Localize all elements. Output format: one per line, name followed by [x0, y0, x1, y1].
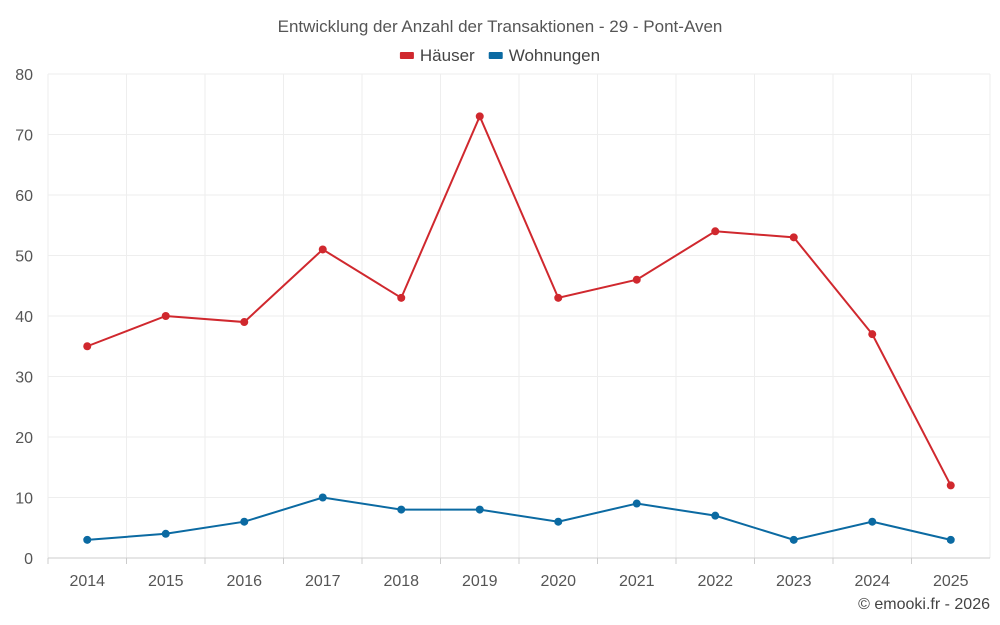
legend-item-1[interactable]: Wohnungen [488, 46, 600, 65]
x-tick-label: 2024 [854, 573, 890, 590]
y-tick-label: 20 [15, 430, 33, 447]
y-tick-label: 0 [24, 551, 33, 568]
x-tick-label: 2025 [933, 573, 969, 590]
data-point[interactable] [161, 312, 170, 320]
data-point[interactable] [711, 511, 720, 520]
x-tick-label: 2023 [776, 573, 812, 590]
legend-item-0[interactable]: Häuser [399, 46, 475, 65]
data-point[interactable] [946, 535, 955, 544]
data-point[interactable] [868, 517, 877, 526]
y-tick-label: 10 [15, 491, 33, 508]
data-point[interactable] [240, 318, 249, 327]
series-line-1 [87, 496, 951, 541]
data-point[interactable] [161, 529, 170, 538]
legend-label: Häuser [420, 46, 475, 65]
data-point[interactable] [475, 505, 484, 514]
y-tick-label: 30 [15, 370, 33, 387]
x-tick-label: 2018 [383, 573, 419, 590]
data-point[interactable] [397, 505, 406, 514]
credit-text: © emooki.fr - 2026 [858, 596, 990, 613]
y-tick-label: 50 [15, 249, 33, 266]
y-tick-label: 60 [15, 188, 33, 205]
y-tick-label: 80 [15, 67, 33, 84]
chart-title: Entwicklung der Anzahl der Transaktionen… [278, 17, 723, 36]
data-point[interactable] [83, 535, 92, 544]
x-tick-label: 2014 [69, 573, 105, 590]
legend-label: Wohnungen [509, 46, 600, 65]
data-point[interactable] [318, 245, 327, 254]
data-point[interactable] [240, 517, 249, 526]
legend-swatch [488, 52, 503, 59]
data-point[interactable] [554, 517, 563, 526]
legend: Häuser Wohnungen [399, 46, 600, 65]
y-tick-label: 40 [15, 309, 33, 326]
x-tick-label: 2016 [226, 573, 262, 590]
y-tick-label: 70 [15, 128, 33, 145]
gridlines [47, 73, 991, 559]
x-axis: 2014 2015 2016 2017 2018 2019 2020 2021 2022 2023… [47, 558, 969, 590]
series-line-0 [86, 113, 952, 486]
data-point[interactable] [632, 275, 641, 284]
data-point[interactable] [789, 233, 798, 242]
data-point[interactable] [397, 293, 406, 302]
y-axis: 0 10 20 30 40 50 60 70 80 [15, 67, 33, 568]
x-tick-label: 2022 [697, 573, 733, 590]
x-tick-label: 2019 [462, 573, 498, 590]
data-point[interactable] [475, 112, 484, 121]
series-layer [83, 112, 955, 544]
x-tick-label: 2020 [540, 573, 576, 590]
x-tick-label: 2021 [619, 573, 655, 590]
data-point[interactable] [632, 499, 641, 508]
data-point[interactable] [83, 342, 92, 351]
x-tick-label: 2017 [305, 573, 341, 590]
data-point[interactable] [946, 481, 955, 490]
data-point[interactable] [554, 293, 563, 302]
x-tick-label: 2015 [148, 573, 184, 590]
legend-swatch [399, 52, 414, 59]
data-point[interactable] [868, 330, 877, 339]
data-point[interactable] [318, 493, 327, 502]
data-point[interactable] [711, 227, 720, 236]
data-point[interactable] [789, 535, 798, 544]
